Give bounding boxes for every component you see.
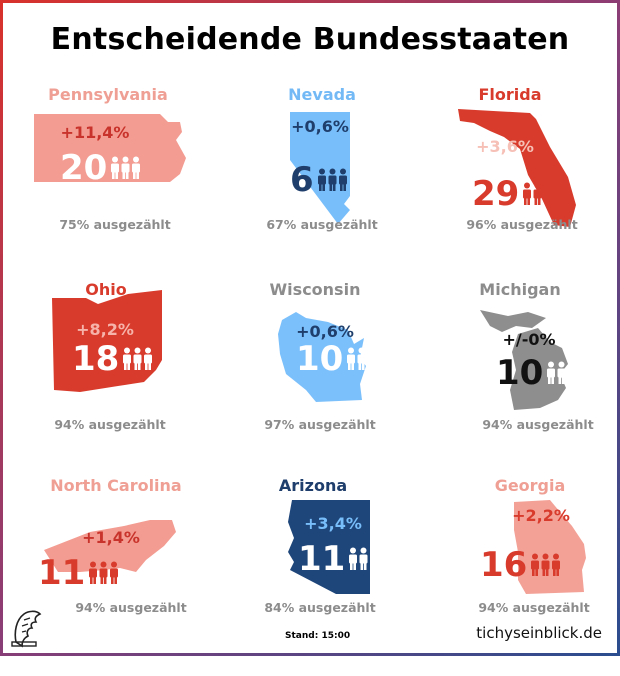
counted-label: 97% ausgezählt (264, 417, 376, 432)
state-shape-wisconsin (278, 312, 366, 402)
counted-label: 84% ausgezählt (264, 600, 376, 615)
state-name: Nevada (288, 85, 356, 104)
state-card-arizona: Arizona +3,4% 11 84% ausgezählt (220, 476, 420, 676)
electoral-votes: 16 (480, 548, 561, 582)
electoral-votes-number: 11 (38, 553, 86, 593)
state-shape-pennsylvania (34, 114, 186, 182)
electoral-votes: 18 (72, 342, 153, 376)
people-icon (531, 553, 561, 577)
change-percent: +11,4% (60, 123, 130, 142)
state-shape-north-carolina (44, 520, 176, 572)
people-icon (317, 168, 348, 192)
state-name: Georgia (494, 476, 566, 495)
electoral-votes: 11 (38, 556, 119, 590)
people-icon (547, 361, 577, 385)
people-icon (523, 182, 553, 206)
state-shape-arizona (288, 500, 370, 594)
counted-label: 94% ausgezählt (75, 600, 187, 615)
change-percent: +0,6% (291, 117, 349, 136)
state-name: Pennsylvania (48, 85, 168, 104)
people-icon (89, 561, 119, 585)
change-percent: +3,6% (476, 137, 534, 156)
electoral-votes: 20 (60, 151, 141, 185)
people-icon (123, 347, 153, 371)
state-name: Wisconsin (269, 280, 361, 299)
electoral-votes-number: 20 (60, 148, 108, 188)
change-percent: +2,2% (512, 506, 570, 525)
counted-label: 94% ausgezählt (478, 600, 590, 615)
change-percent: +1,4% (82, 528, 140, 547)
electoral-votes: 29 (472, 177, 553, 211)
state-card-pennsylvania: Pennsylvania +11,4% 20 75% ausgezählt (20, 85, 220, 285)
electoral-votes: 10 (296, 342, 377, 376)
people-icon (349, 547, 379, 571)
electoral-votes: 10 (496, 356, 577, 390)
state-name: Arizona (278, 476, 348, 495)
state-card-georgia: Georgia +2,2% 16 94% ausgezählt (420, 476, 620, 676)
electoral-votes-number: 10 (496, 353, 544, 393)
state-card-wisconsin: Wisconsin +0,6% 10 97% ausgezählt (220, 280, 420, 480)
state-card-ohio: Ohio +8,2% 18 94% ausgezählt (20, 280, 220, 480)
page-title: Entscheidende Bundesstaaten (50, 22, 570, 57)
electoral-votes: 6 (290, 163, 348, 197)
state-name: Michigan (479, 280, 561, 299)
counted-label: 67% ausgezählt (266, 217, 378, 232)
state-card-nevada: Nevada +0,6% 6 67% ausgezählt (220, 85, 420, 285)
state-shape-georgia (514, 500, 586, 594)
timestamp-label: Stand: 15:00 (285, 631, 351, 641)
electoral-votes-number: 10 (296, 339, 344, 379)
people-icon (111, 156, 141, 180)
state-name: Florida (478, 85, 542, 104)
change-percent: +/-0% (502, 330, 556, 349)
state-shape-ohio (52, 290, 162, 392)
eagle-head-logo (11, 610, 42, 648)
electoral-votes-number: 18 (72, 339, 120, 379)
state-card-north-carolina: North Carolina +1,4% 11 94% ausgezählt (20, 476, 220, 676)
state-name: Ohio (85, 280, 127, 299)
electoral-votes-number: 16 (480, 545, 528, 585)
people-icon (347, 347, 377, 371)
change-percent: +0,6% (296, 322, 354, 341)
brand-label: tichyseinblick.de (476, 624, 602, 642)
counted-label: 96% ausgezählt (466, 217, 578, 232)
electoral-votes-number: 6 (290, 160, 314, 200)
counted-label: 75% ausgezählt (59, 217, 171, 232)
state-card-florida: Florida +3,6% 29 96% ausgezählt (420, 85, 620, 285)
state-card-michigan: Michigan +/-0% 10 94% ausgezählt (420, 280, 620, 480)
change-percent: +3,4% (304, 514, 362, 533)
state-name: North Carolina (50, 476, 182, 495)
electoral-votes-number: 29 (472, 174, 520, 214)
counted-label: 94% ausgezählt (482, 417, 594, 432)
electoral-votes-number: 11 (298, 539, 346, 579)
state-shape-nevada (290, 112, 350, 224)
state-shape-michigan (480, 310, 568, 410)
change-percent: +8,2% (76, 320, 134, 339)
counted-label: 94% ausgezählt (54, 417, 166, 432)
electoral-votes: 11 (298, 542, 379, 576)
